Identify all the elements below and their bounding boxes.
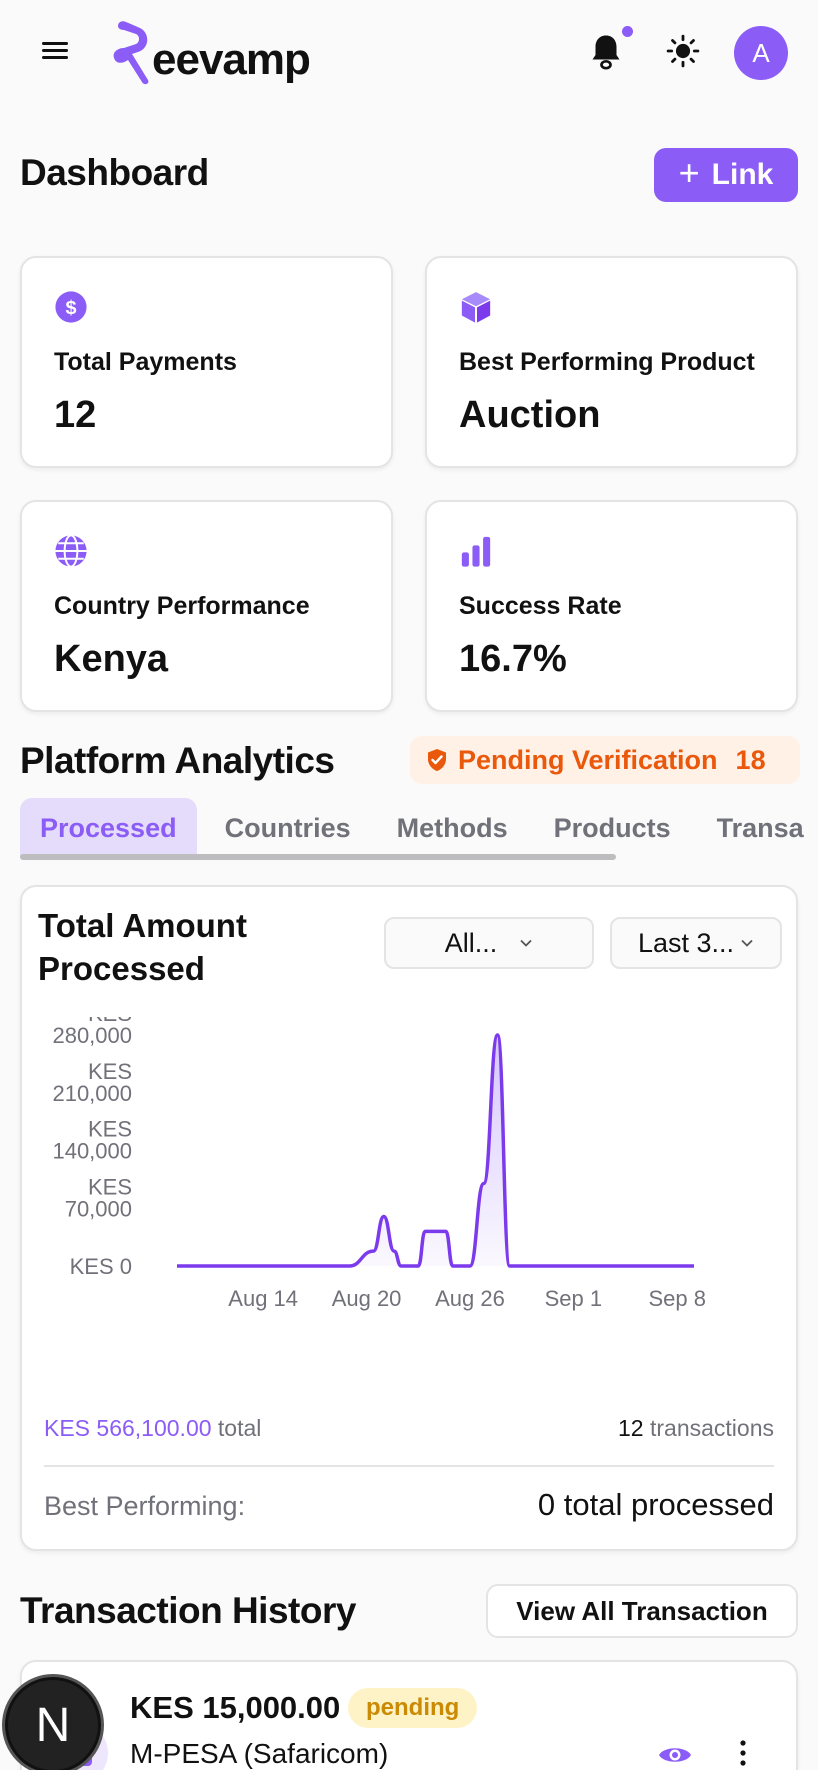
logo: eevamp [110,14,311,86]
svg-text:$: $ [65,297,76,319]
dev-overlay-badge[interactable]: N [2,1674,104,1770]
y-tick-label: 210,000 [52,1081,132,1106]
chart-plot: KES280,000KES210,000KES140,000KES70,000K… [52,1017,707,1311]
pending-label: Pending Verification [458,744,718,775]
logo-text: eevamp [152,35,311,84]
divider [44,1465,774,1467]
transaction-suffix: transactions [649,1415,774,1441]
transaction-count: 12 [618,1415,644,1441]
add-link-button[interactable]: + Link [654,148,798,202]
chevron-down-icon [520,939,532,947]
stat-label: Best Performing Product [459,348,755,376]
y-tick-label: KES [88,1017,132,1026]
chart-title: Total Amount Processed [38,907,247,987]
stat-value: Kenya [54,638,169,680]
status-badge: pending [348,1688,478,1728]
x-tick-label: Sep 1 [545,1286,603,1311]
total-suffix: total [217,1415,262,1441]
total-summary: KES 566,100.00 total [44,1415,261,1442]
date-range-select[interactable]: Last 3... [610,917,782,969]
plus-icon: + [678,152,700,193]
tab-processed[interactable]: Processed [20,798,197,858]
x-tick-label: Sep 8 [649,1286,707,1311]
menu-icon[interactable] [42,38,72,64]
date-range-value: Last 3... [637,927,735,958]
x-tick-label: Aug 26 [435,1286,505,1311]
stat-card-best-product: Best Performing Product Auction [425,256,798,468]
transaction-count-summary: 12 transactions [618,1415,774,1442]
chevron-down-icon [741,939,753,947]
tab-products[interactable]: Products [553,812,671,843]
stat-value: Auction [459,394,601,436]
chart-card: Total Amount Processed All... Last 3... … [20,885,798,1551]
tab-countries[interactable]: Countries [224,812,351,843]
stat-card-success-rate: Success Rate 16.7% [425,500,798,712]
stat-value: 16.7% [459,638,567,680]
tabs-scrollbar[interactable] [20,854,616,860]
best-performing-label: Best Performing: [44,1491,246,1521]
bar-chart-icon [461,536,491,567]
transaction-method: M-PESA (Safaricom) [130,1738,389,1769]
eye-icon[interactable] [658,1744,692,1766]
y-tick-label: 70,000 [65,1196,132,1221]
method-filter-select[interactable]: All... [384,917,594,969]
y-tick-label: 280,000 [52,1023,132,1048]
dollar-icon: $ [55,291,87,323]
x-tick-label: Aug 14 [228,1286,298,1311]
stat-label: Success Rate [459,592,622,620]
page-title: Dashboard [20,152,209,193]
stat-label: Country Performance [54,592,310,620]
method-filter-value: All... [444,927,498,958]
view-all-transactions-button[interactable]: View All Transaction [486,1584,798,1638]
logo-mark-icon [113,21,149,85]
notification-dot [622,26,633,37]
stat-value: 12 [54,394,97,436]
stat-card-total-payments: $ Total Payments 12 [20,256,393,468]
more-options-icon[interactable] [738,1740,748,1766]
pending-count: 18 [735,744,766,775]
y-tick-label: KES [88,1059,132,1084]
tab-methods[interactable]: Methods [396,812,508,843]
transaction-row[interactable]: KES 15,000.00 pending M-PESA (Safaricom) [20,1660,798,1770]
avatar[interactable]: A [734,26,788,80]
globe-icon [55,534,87,568]
y-tick-label: KES [88,1174,132,1199]
y-tick-label: 140,000 [52,1139,132,1164]
pending-verification-badge[interactable]: Pending Verification 18 [410,736,800,784]
stat-label: Total Payments [54,348,237,376]
tab-transactions[interactable]: Transa [716,812,804,843]
add-link-label: Link [711,158,774,191]
transaction-amount: KES 15,000.00 [130,1690,341,1725]
best-performing-value: 0 total processed [537,1487,774,1522]
stat-card-country: Country Performance Kenya [20,500,393,712]
total-amount: KES 566,100.00 [44,1415,212,1441]
y-tick-label: KES [88,1117,132,1142]
chart-series-line [177,1033,694,1268]
box-icon [461,292,491,323]
analytics-title: Platform Analytics [20,740,335,781]
y-tick-label: KES 0 [70,1254,132,1279]
transaction-history-title: Transaction History [20,1590,356,1631]
sun-icon[interactable] [666,34,700,68]
shield-check-icon [428,749,446,771]
bell-icon[interactable] [588,32,624,72]
analytics-tabs: Processed Countries Methods Products Tra… [20,798,818,858]
x-tick-label: Aug 20 [332,1286,402,1311]
